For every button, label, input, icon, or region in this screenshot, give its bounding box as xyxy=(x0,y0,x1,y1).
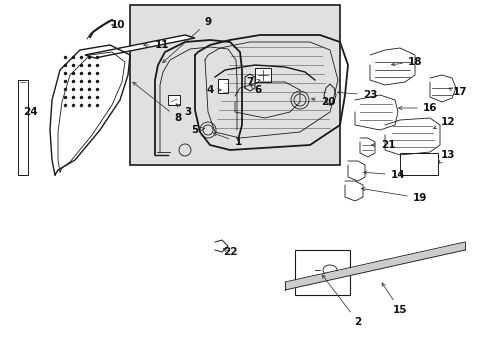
Text: 13: 13 xyxy=(438,150,454,163)
Text: 18: 18 xyxy=(391,57,421,67)
Text: 20: 20 xyxy=(311,97,335,107)
Text: 12: 12 xyxy=(432,117,454,129)
Text: 7: 7 xyxy=(246,77,260,87)
Text: 1: 1 xyxy=(213,133,241,147)
Text: 3: 3 xyxy=(176,104,191,117)
Text: 9: 9 xyxy=(163,17,211,63)
Bar xyxy=(399,153,437,175)
Text: 19: 19 xyxy=(361,188,427,203)
Bar xyxy=(218,79,227,93)
Text: 5: 5 xyxy=(191,125,204,135)
Text: 10: 10 xyxy=(110,20,125,30)
Text: 23: 23 xyxy=(337,90,376,100)
Text: 4: 4 xyxy=(206,85,221,95)
Text: 8: 8 xyxy=(133,82,181,123)
Text: 15: 15 xyxy=(381,283,407,315)
Text: 24: 24 xyxy=(22,107,37,117)
Text: 6: 6 xyxy=(250,85,261,95)
Bar xyxy=(254,68,270,82)
Text: 21: 21 xyxy=(371,140,394,150)
Bar xyxy=(294,250,349,295)
Text: 11: 11 xyxy=(143,40,169,50)
Bar xyxy=(130,5,339,165)
Bar xyxy=(168,95,180,105)
Text: 14: 14 xyxy=(363,170,405,180)
Text: 2: 2 xyxy=(322,275,361,327)
Polygon shape xyxy=(85,35,195,58)
Text: 16: 16 xyxy=(398,103,436,113)
Text: 17: 17 xyxy=(448,87,467,97)
Text: 22: 22 xyxy=(223,247,237,257)
